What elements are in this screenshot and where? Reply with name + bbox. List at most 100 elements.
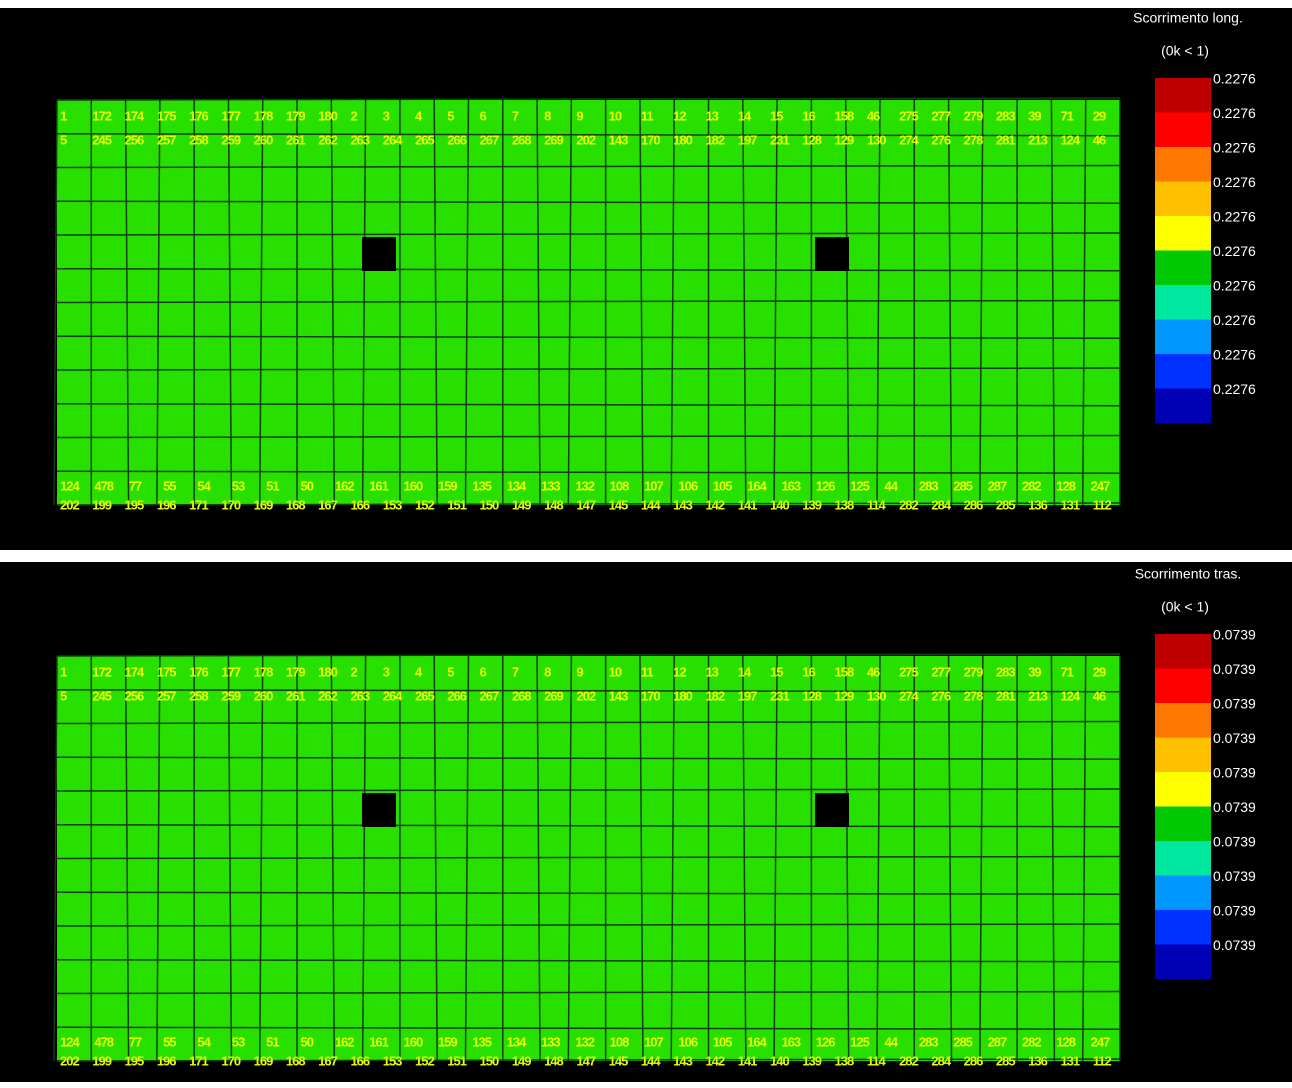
node-label: 8 — [544, 108, 551, 123]
node-label: 106 — [678, 1034, 697, 1049]
legend-swatch — [1155, 910, 1211, 945]
node-label: 158 — [835, 108, 854, 123]
node-label: 247 — [1091, 1034, 1110, 1049]
node-label: 163 — [781, 1034, 800, 1049]
node-label: 5 — [60, 132, 67, 147]
node-label: 51 — [266, 1034, 279, 1049]
node-label: 124 — [1060, 688, 1080, 703]
node-label: 180 — [318, 108, 337, 123]
node-label: 195 — [125, 1053, 144, 1068]
node-label: 71 — [1060, 664, 1073, 679]
node-label: 150 — [480, 497, 499, 512]
node-label: 134 — [507, 1034, 527, 1049]
node-label: 258 — [189, 132, 208, 147]
node-label: 282 — [1022, 478, 1041, 493]
node-label: 269 — [544, 132, 563, 147]
node-label: 126 — [816, 478, 835, 493]
node-label: 164 — [747, 478, 767, 493]
legend-value: 0.0739 — [1213, 799, 1256, 815]
node-label: 283 — [919, 478, 938, 493]
node-label: 141 — [738, 497, 757, 512]
node-label: 158 — [835, 664, 854, 679]
node-label: 114 — [867, 1053, 887, 1068]
legend-swatch — [1155, 634, 1211, 669]
node-label: 44 — [885, 478, 899, 493]
legend-swatch — [1155, 147, 1211, 182]
node-label: 267 — [480, 688, 499, 703]
legend-value: 0.2276 — [1213, 140, 1256, 156]
node-label: 257 — [157, 688, 176, 703]
node-label: 114 — [867, 497, 887, 512]
node-label: 202 — [576, 688, 595, 703]
node-label: 14 — [738, 108, 752, 123]
legend-value: 0.2276 — [1213, 347, 1256, 363]
node-label: 16 — [802, 664, 815, 679]
node-label: 199 — [92, 1053, 111, 1068]
node-label: 478 — [94, 1034, 113, 1049]
screen: 1172174175176177178179180234567891011121… — [0, 0, 1292, 1088]
node-label: 279 — [964, 664, 983, 679]
node-label: 142 — [705, 497, 724, 512]
node-label: 202 — [60, 1053, 79, 1068]
node-label: 71 — [1060, 108, 1073, 123]
node-label: 169 — [254, 1053, 273, 1068]
node-label: 39 — [1028, 664, 1041, 679]
node-label: 130 — [867, 688, 886, 703]
node-label: 275 — [899, 108, 918, 123]
node-label: 179 — [286, 664, 305, 679]
node-label: 287 — [988, 1034, 1007, 1049]
node-label: 274 — [899, 688, 919, 703]
node-label: 174 — [125, 108, 145, 123]
legend-value: 0.0739 — [1213, 903, 1256, 919]
node-label: 8 — [544, 664, 551, 679]
node-label: 167 — [318, 1053, 337, 1068]
legend-swatch — [1155, 285, 1211, 320]
node-label: 2 — [350, 664, 357, 679]
node-label: 276 — [931, 688, 950, 703]
node-label: 11 — [641, 664, 654, 679]
node-label: 135 — [472, 478, 491, 493]
node-label: 112 — [1093, 1053, 1112, 1068]
legend-value: 0.2276 — [1213, 381, 1256, 397]
node-label: 51 — [266, 478, 279, 493]
node-label: 9 — [576, 664, 583, 679]
legend-swatch — [1155, 389, 1211, 424]
node-label: 274 — [899, 132, 919, 147]
node-label: 143 — [609, 688, 628, 703]
node-label: 286 — [964, 1053, 983, 1068]
node-label: 138 — [835, 1053, 854, 1068]
legend-value: 0.0739 — [1213, 868, 1256, 884]
node-label: 177 — [221, 108, 240, 123]
mesh-hole — [815, 793, 849, 827]
node-label: 15 — [770, 664, 783, 679]
node-label: 11 — [641, 108, 654, 123]
legend-swatch — [1155, 182, 1211, 217]
node-label: 164 — [747, 1034, 767, 1049]
node-label: 197 — [738, 132, 757, 147]
legend-swatch — [1155, 841, 1211, 876]
node-label: 5 — [60, 688, 67, 703]
node-label: 269 — [544, 688, 563, 703]
node-label: 153 — [383, 497, 402, 512]
node-label: 180 — [673, 132, 692, 147]
node-label: 279 — [964, 108, 983, 123]
node-label: 131 — [1060, 1053, 1079, 1068]
legend-swatch — [1155, 772, 1211, 807]
node-label: 133 — [541, 478, 560, 493]
node-label: 281 — [996, 688, 1015, 703]
legend-swatch — [1155, 738, 1211, 773]
node-label: 285 — [996, 497, 1015, 512]
node-label: 151 — [447, 497, 466, 512]
node-label: 134 — [507, 478, 527, 493]
node-label: 175 — [157, 108, 176, 123]
node-label: 260 — [254, 132, 273, 147]
node-label: 131 — [1060, 497, 1079, 512]
node-label: 172 — [92, 108, 111, 123]
node-label: 170 — [221, 497, 240, 512]
node-label: 106 — [678, 478, 697, 493]
node-label: 107 — [644, 478, 663, 493]
node-label: 2 — [350, 108, 357, 123]
node-label: 136 — [1028, 1053, 1047, 1068]
node-label: 143 — [609, 132, 628, 147]
node-label: 258 — [189, 688, 208, 703]
